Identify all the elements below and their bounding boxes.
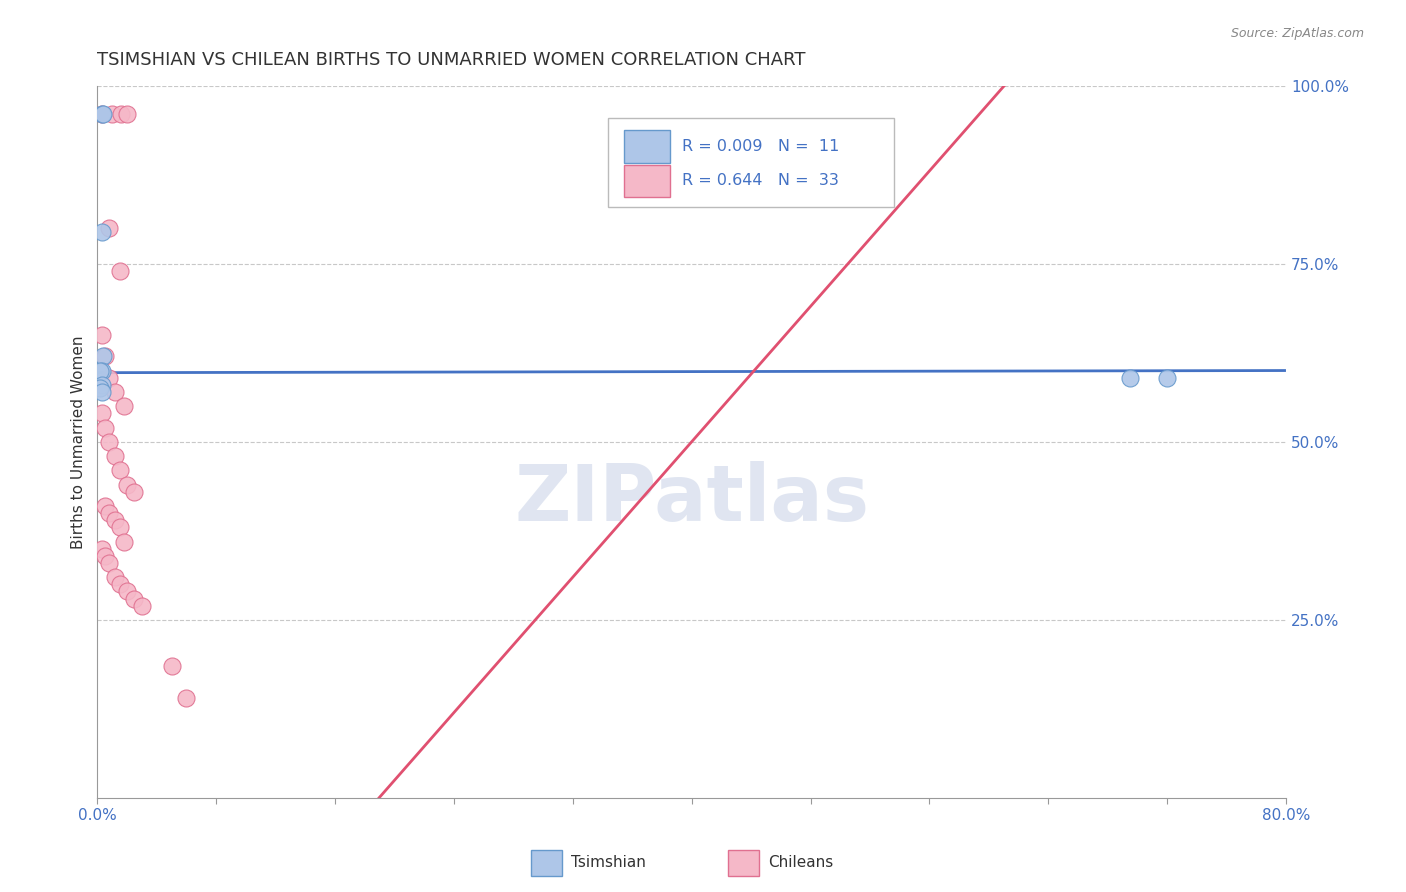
Point — [90, 107, 112, 121]
Point — [104, 570, 127, 584]
Text: Chileans: Chileans — [768, 855, 832, 870]
Point — [160, 659, 183, 673]
Point — [104, 449, 127, 463]
Point — [112, 534, 135, 549]
Point — [90, 384, 112, 399]
Point — [98, 370, 121, 384]
Point — [90, 363, 112, 377]
Text: Tsimshian: Tsimshian — [571, 855, 645, 870]
Point — [115, 477, 138, 491]
Point — [101, 107, 124, 121]
FancyBboxPatch shape — [624, 165, 671, 197]
Point — [108, 463, 131, 477]
Point — [115, 107, 138, 121]
Text: ZIPatlas: ZIPatlas — [515, 461, 869, 537]
Text: TSIMSHIAN VS CHILEAN BIRTHS TO UNMARRIED WOMEN CORRELATION CHART: TSIMSHIAN VS CHILEAN BIRTHS TO UNMARRIED… — [97, 51, 806, 69]
Point — [124, 484, 146, 499]
Point — [176, 691, 198, 706]
Point — [104, 384, 127, 399]
Point — [1119, 370, 1142, 384]
Point — [98, 221, 121, 235]
Point — [90, 541, 112, 556]
Point — [90, 327, 112, 342]
Point — [89, 363, 111, 377]
Point — [1156, 370, 1178, 384]
Point — [115, 584, 138, 599]
Point — [124, 591, 146, 606]
Point — [112, 399, 135, 413]
Point — [98, 434, 121, 449]
Point — [89, 381, 111, 395]
Text: Source: ZipAtlas.com: Source: ZipAtlas.com — [1230, 27, 1364, 40]
Point — [104, 513, 127, 527]
Point — [90, 225, 112, 239]
Y-axis label: Births to Unmarried Women: Births to Unmarried Women — [72, 335, 86, 549]
Point — [94, 549, 117, 563]
Point — [90, 377, 112, 392]
Point — [90, 406, 112, 420]
FancyBboxPatch shape — [609, 118, 894, 207]
Point — [94, 499, 117, 513]
Text: R = 0.009   N =  11: R = 0.009 N = 11 — [682, 139, 839, 154]
Text: R = 0.644   N =  33: R = 0.644 N = 33 — [682, 174, 839, 188]
Point — [98, 506, 121, 520]
Point — [98, 556, 121, 570]
Point — [131, 599, 153, 613]
Point — [91, 349, 114, 363]
Point — [94, 349, 117, 363]
FancyBboxPatch shape — [624, 130, 671, 163]
Point — [108, 520, 131, 534]
Point — [108, 577, 131, 591]
Point — [91, 107, 114, 121]
Point — [110, 107, 132, 121]
Point — [94, 420, 117, 434]
Point — [90, 107, 112, 121]
Point — [108, 264, 131, 278]
